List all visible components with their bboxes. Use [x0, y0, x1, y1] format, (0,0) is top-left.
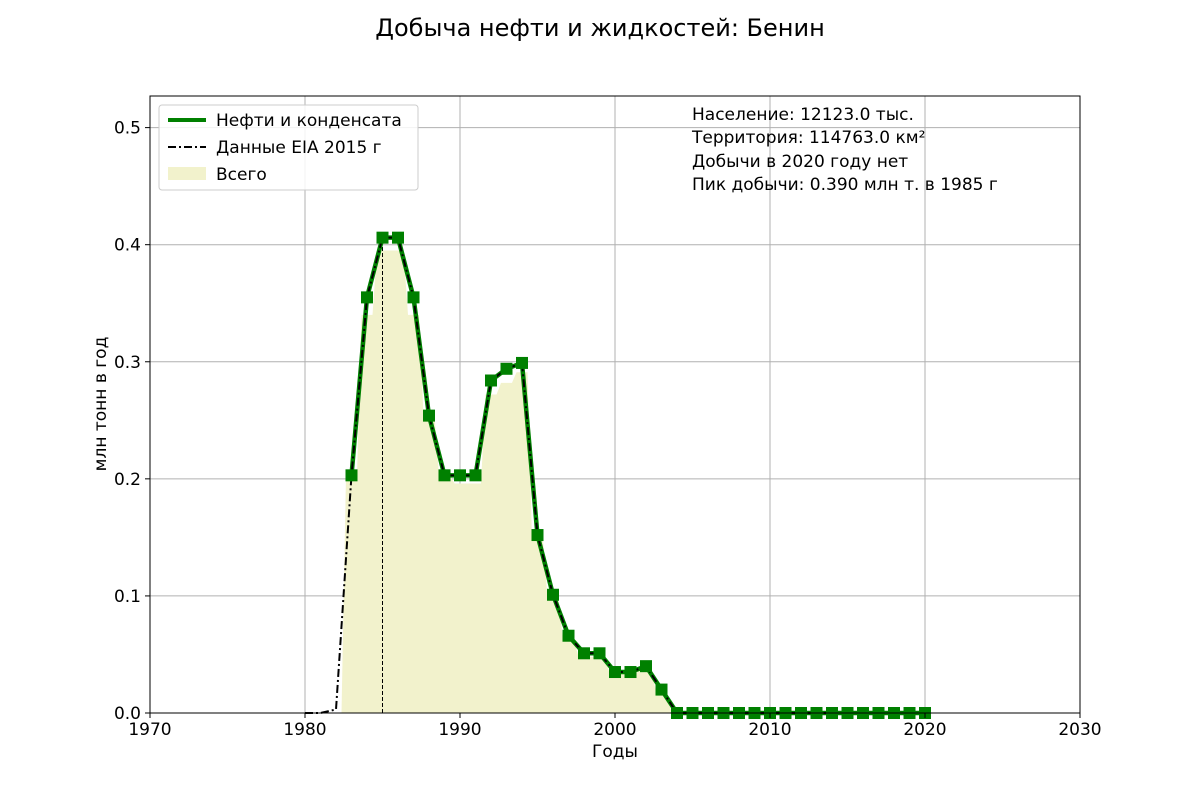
y-tick-label: 0.2	[114, 470, 141, 490]
x-tick-label: 1970	[128, 720, 171, 740]
x-tick-label: 1990	[438, 720, 481, 740]
legend-box	[158, 104, 419, 191]
y-axis-label: млн тонн в год	[91, 337, 111, 472]
legend-label-eia: Данные EIA 2015 г	[216, 138, 382, 158]
data-point-oil	[361, 291, 373, 304]
data-point-oil	[624, 666, 637, 679]
series-markers	[345, 231, 931, 719]
axis-ticks: 1970 1980 1990 2000 2010 2020 2030 0.0 0.1 0.2 0.3…	[114, 119, 1102, 740]
data-point-oil	[655, 683, 668, 696]
data-point-oil	[376, 231, 389, 244]
x-tick-label: 2000	[593, 720, 636, 740]
data-point-oil	[578, 647, 590, 660]
data-point-oil	[485, 374, 497, 387]
data-point-oil	[345, 469, 358, 482]
grid	[150, 96, 1080, 713]
legend: Нефти и конденсата Данные EIA 2015 г Все…	[158, 104, 419, 191]
annotation-population: Население: 12123.0 тыс.	[692, 105, 914, 125]
data-point-oil	[423, 409, 435, 422]
chart-title: Добыча нефти и жидкостей: Бенин	[375, 14, 825, 42]
total-area	[330, 250, 683, 713]
y-tick-label: 0.0	[114, 704, 141, 724]
data-point-oil	[438, 469, 451, 482]
data-point-oil	[469, 469, 482, 482]
total-area-fill	[330, 250, 683, 713]
legend-swatch-total	[168, 167, 206, 180]
data-point-oil	[392, 231, 404, 244]
x-tick-label: 1980	[283, 720, 326, 740]
data-point-oil	[609, 666, 621, 679]
x-tick-label: 2020	[903, 720, 946, 740]
legend-label-oil: Нефти и конденсата	[216, 111, 402, 131]
data-point-oil	[516, 356, 528, 369]
x-axis-label: Годы	[592, 742, 638, 762]
x-tick-label: 2030	[1058, 720, 1101, 740]
x-tick-label: 2010	[748, 720, 791, 740]
data-point-oil	[500, 362, 513, 375]
y-tick-label: 0.3	[114, 353, 141, 373]
data-point-oil	[593, 647, 606, 660]
y-tick-label: 0.1	[114, 587, 141, 607]
data-point-oil	[531, 529, 544, 542]
data-point-oil	[562, 629, 575, 642]
annotation-production-2020: Добычи в 2020 году нет	[692, 152, 908, 172]
annotations: Население: 12123.0 тыс. Территория: 1147…	[691, 105, 998, 195]
data-point-oil	[454, 469, 466, 482]
annotation-peak: Пик добычи: 0.390 млн т. в 1985 г	[692, 175, 998, 195]
data-point-oil	[640, 660, 652, 673]
legend-label-total: Всего	[216, 165, 267, 185]
data-point-oil	[407, 291, 420, 304]
annotation-territory: Территория: 114763.0 км²	[691, 128, 925, 148]
y-tick-label: 0.5	[114, 119, 141, 139]
y-tick-label: 0.4	[114, 236, 141, 256]
data-point-oil	[547, 588, 559, 601]
